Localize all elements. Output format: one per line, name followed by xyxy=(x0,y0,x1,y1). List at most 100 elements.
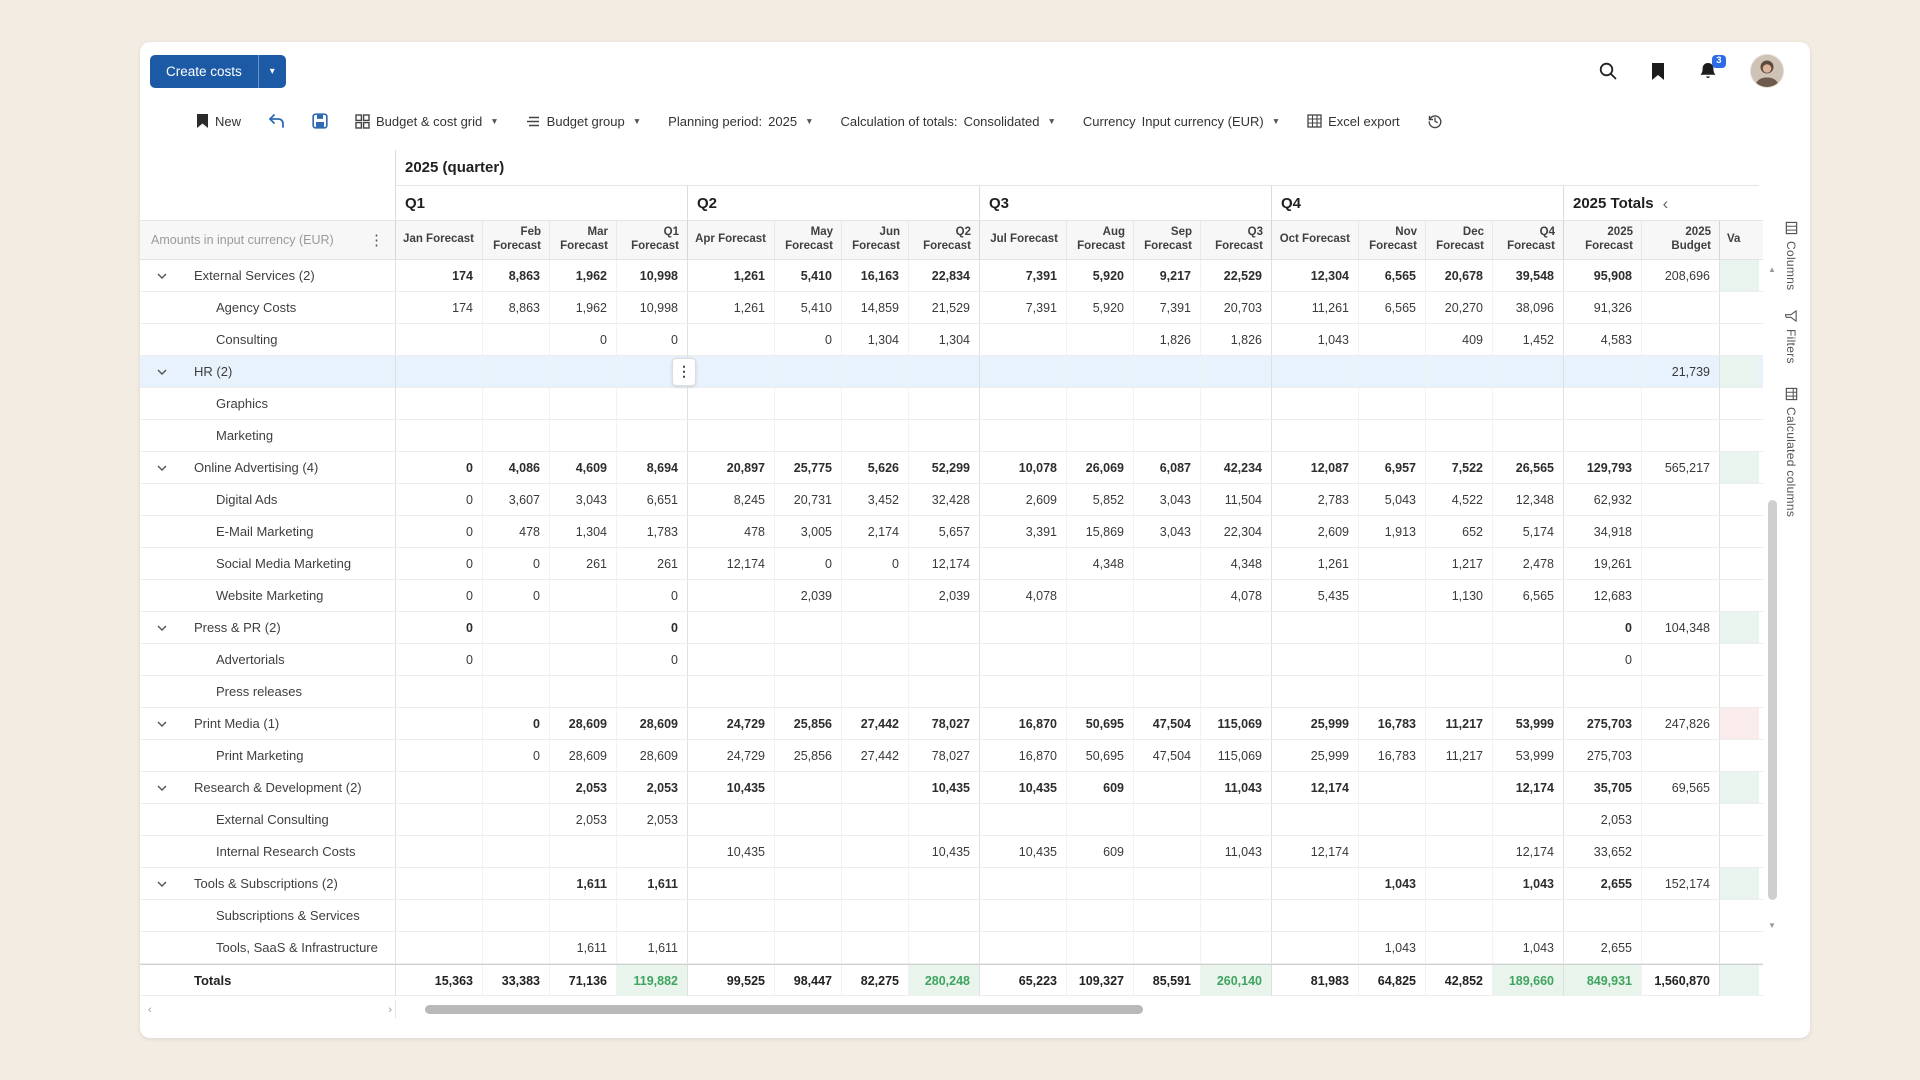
grid-cell[interactable]: 85,591 xyxy=(1133,965,1200,996)
grid-cell[interactable]: 71,136 xyxy=(549,965,616,996)
undo-button[interactable] xyxy=(268,113,285,129)
grid-cell[interactable]: 0 xyxy=(395,548,482,579)
grid-cell[interactable]: 42,234 xyxy=(1200,452,1271,483)
variance-cell[interactable] xyxy=(1719,548,1759,579)
grid-cell[interactable]: 8,863 xyxy=(482,292,549,323)
grid-cell[interactable]: 11,043 xyxy=(1200,772,1271,803)
grid-cell[interactable]: 12,174 xyxy=(1492,836,1563,867)
variance-cell[interactable] xyxy=(1719,452,1759,483)
grid-cell[interactable] xyxy=(1066,868,1133,899)
grid-cell[interactable] xyxy=(1358,388,1425,419)
grid-cell[interactable] xyxy=(1358,644,1425,675)
grid-cell[interactable]: 20,703 xyxy=(1200,292,1271,323)
grid-row[interactable]: Website Marketing 0 0 0 2,039 2,039 4,078 4,078… xyxy=(140,580,1763,612)
create-costs-dropdown-arrow[interactable]: ▾ xyxy=(257,54,286,88)
grid-cell[interactable] xyxy=(1200,420,1271,451)
grid-cell[interactable]: 12,174 xyxy=(687,548,774,579)
grid-cell[interactable]: 1,611 xyxy=(549,932,616,963)
grid-cell[interactable] xyxy=(908,388,979,419)
grid-cell[interactable] xyxy=(616,900,687,931)
grid-cell[interactable]: 32,428 xyxy=(908,484,979,515)
grid-cell[interactable]: 64,825 xyxy=(1358,965,1425,996)
grid-cell[interactable]: 4,348 xyxy=(1200,548,1271,579)
grid-cell[interactable] xyxy=(616,676,687,707)
grid-cell[interactable]: 25,775 xyxy=(774,452,841,483)
grid-row[interactable]: Print Media (1) 0 28,609 28,609 24,729 25,856… xyxy=(140,708,1763,740)
grid-cell[interactable]: 3,391 xyxy=(979,516,1066,547)
grid-cell[interactable] xyxy=(1358,900,1425,931)
grid-cell[interactable] xyxy=(1200,644,1271,675)
grid-cell[interactable]: 2,053 xyxy=(549,772,616,803)
grid-cell[interactable] xyxy=(1133,932,1200,963)
grid-cell[interactable] xyxy=(841,644,908,675)
grid-cell[interactable] xyxy=(1133,644,1200,675)
grid-cell[interactable]: 1,826 xyxy=(1133,324,1200,355)
grid-cell[interactable]: 6,087 xyxy=(1133,452,1200,483)
grid-cell[interactable] xyxy=(979,548,1066,579)
grid-cell[interactable]: 2,655 xyxy=(1563,868,1641,899)
row-label[interactable]: Tools, SaaS & Infrastructure xyxy=(216,940,378,955)
grid-cell[interactable] xyxy=(979,644,1066,675)
grid-cell[interactable] xyxy=(687,388,774,419)
row-label[interactable]: Graphics xyxy=(216,396,269,411)
grid-cell[interactable] xyxy=(1066,804,1133,835)
grid-cell[interactable]: 14,859 xyxy=(841,292,908,323)
grid-cell[interactable] xyxy=(1641,836,1719,867)
grid-cell[interactable]: 1,261 xyxy=(687,292,774,323)
grid-cell[interactable] xyxy=(841,932,908,963)
chevron-down-icon[interactable] xyxy=(157,624,167,631)
grid-cell[interactable]: 11,043 xyxy=(1200,836,1271,867)
grid-cell[interactable]: 10,998 xyxy=(616,292,687,323)
grid-cell[interactable] xyxy=(1066,580,1133,611)
grid-cell[interactable] xyxy=(1563,388,1641,419)
grid-cell[interactable]: 78,027 xyxy=(908,740,979,771)
row-label[interactable]: Agency Costs xyxy=(216,300,297,315)
grid-cell[interactable] xyxy=(841,772,908,803)
grid-cell[interactable] xyxy=(979,388,1066,419)
grid-cell[interactable]: 47,504 xyxy=(1133,708,1200,739)
grid-cell[interactable] xyxy=(1271,932,1358,963)
grid-cell[interactable] xyxy=(1563,676,1641,707)
grid-cell[interactable]: 1,611 xyxy=(616,932,687,963)
grid-cell[interactable]: 20,731 xyxy=(774,484,841,515)
grid-cell[interactable]: 69,565 xyxy=(1641,772,1719,803)
grid-cell[interactable]: 65,223 xyxy=(979,965,1066,996)
grid-cell[interactable]: 8,863 xyxy=(482,260,549,291)
grid-cell[interactable]: 4,078 xyxy=(979,580,1066,611)
grid-cell[interactable]: 16,870 xyxy=(979,708,1066,739)
grid-cell[interactable] xyxy=(841,356,908,387)
grid-cell[interactable]: 565,217 xyxy=(1641,452,1719,483)
scroll-right-arrow[interactable]: › xyxy=(388,1004,392,1016)
grid-cell[interactable] xyxy=(1641,644,1719,675)
grid-row[interactable]: Consulting 0 0 0 1,304 1,304 1,826 1,826 1,043 40… xyxy=(140,324,1763,356)
label-column-scroll[interactable]: ‹ › xyxy=(148,1004,392,1016)
currency-dropdown[interactable]: Currency Input currency (EUR) ▼ xyxy=(1082,113,1281,129)
grid-cell[interactable] xyxy=(979,324,1066,355)
grid-row[interactable]: Internal Research Costs 10,435 10,435 10,43… xyxy=(140,836,1763,868)
grid-cell[interactable] xyxy=(1492,804,1563,835)
grid-cell[interactable] xyxy=(841,836,908,867)
grid-cell[interactable]: 5,852 xyxy=(1066,484,1133,515)
grid-cell[interactable] xyxy=(1066,420,1133,451)
grid-cell[interactable] xyxy=(979,932,1066,963)
grid-cell[interactable] xyxy=(1425,804,1492,835)
grid-cell[interactable] xyxy=(1358,580,1425,611)
grid-cell[interactable]: 1,611 xyxy=(549,868,616,899)
grid-cell[interactable]: 22,834 xyxy=(908,260,979,291)
chevron-down-icon[interactable] xyxy=(157,784,167,791)
avatar[interactable] xyxy=(1750,54,1784,88)
grid-cell[interactable] xyxy=(1133,612,1200,643)
grid-cell[interactable] xyxy=(1425,676,1492,707)
grid-row[interactable]: External Consulting 2,053 2,053 2,053 xyxy=(140,804,1763,836)
grid-cell[interactable]: 5,043 xyxy=(1358,484,1425,515)
grid-cell[interactable] xyxy=(1358,612,1425,643)
grid-cell[interactable] xyxy=(687,420,774,451)
grid-cell[interactable]: 38,096 xyxy=(1492,292,1563,323)
row-label[interactable]: Digital Ads xyxy=(216,492,278,507)
grid-cell[interactable]: 12,087 xyxy=(1271,452,1358,483)
grid-cell[interactable]: 12,174 xyxy=(1492,772,1563,803)
grid-cell[interactable] xyxy=(1271,900,1358,931)
grid-cell[interactable]: 62,932 xyxy=(1563,484,1641,515)
grid-cell[interactable]: 28,609 xyxy=(549,708,616,739)
grid-cell[interactable] xyxy=(1066,612,1133,643)
